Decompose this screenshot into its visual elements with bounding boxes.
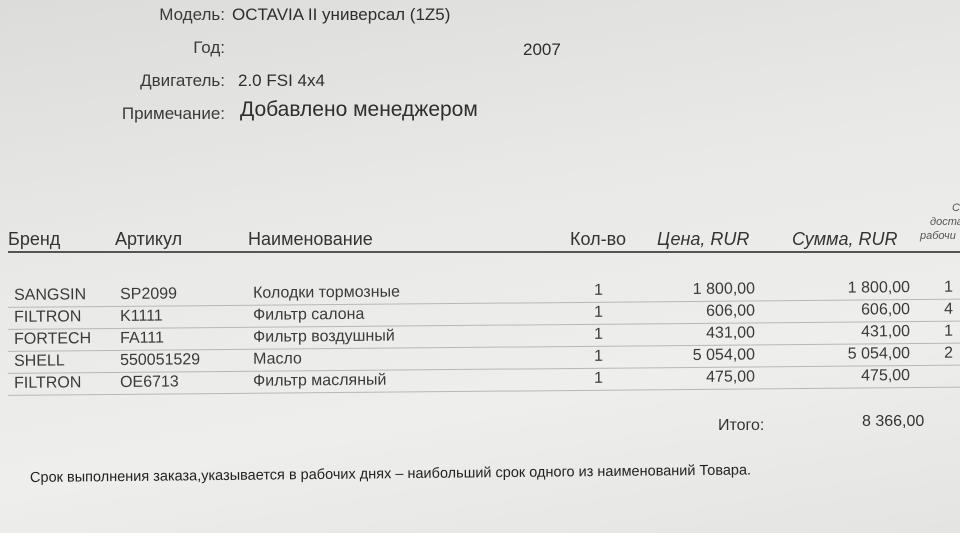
cell-article: SP2099 bbox=[119, 285, 178, 303]
cell-name: Колодки тормозные bbox=[252, 283, 401, 302]
engine-label: Двигатель: bbox=[140, 71, 225, 90]
col-name: Наименование bbox=[248, 229, 373, 249]
cell-price: 431,00 bbox=[706, 324, 756, 342]
col-sum: Сумма, RUR bbox=[792, 229, 898, 249]
header-divider bbox=[8, 251, 960, 253]
note-value: Добавлено менеджером bbox=[240, 98, 478, 121]
footer-note: Срок выполнения заказа,указывается в раб… bbox=[29, 462, 752, 486]
col-days-cut-3: рабочи bbox=[920, 230, 956, 242]
cell-days: 1 bbox=[943, 322, 954, 340]
col-days-cut-1: С bbox=[952, 202, 960, 214]
cell-brand: SHELL bbox=[13, 352, 65, 370]
note-label: Примечание: bbox=[121, 104, 225, 123]
cell-price: 475,00 bbox=[706, 368, 756, 386]
cell-days: 1 bbox=[943, 278, 954, 296]
cell-article: OE6713 bbox=[119, 373, 179, 391]
year-label: Год: bbox=[193, 38, 225, 57]
cell-brand: FILTRON bbox=[13, 374, 82, 392]
year-value: 2007 bbox=[523, 40, 561, 59]
total-value: 8 366,00 bbox=[862, 413, 925, 430]
cell-sum: 606,00 bbox=[861, 301, 911, 319]
cell-name: Фильтр воздушный bbox=[252, 327, 395, 346]
cell-price: 606,00 bbox=[706, 302, 756, 320]
total-label: Итого: bbox=[718, 417, 765, 434]
col-brand: Бренд bbox=[8, 229, 61, 249]
cell-sum: 431,00 bbox=[861, 323, 911, 341]
cell-price: 1 800,00 bbox=[692, 280, 756, 298]
cell-brand: FILTRON bbox=[13, 308, 82, 326]
col-qty: Кол-во bbox=[570, 229, 626, 249]
cell-sum: 1 800,00 bbox=[847, 279, 911, 297]
cell-brand: FORTECH bbox=[13, 330, 92, 348]
cell-days: 2 bbox=[943, 344, 954, 362]
cell-name: Фильтр масляный bbox=[252, 371, 387, 390]
cell-sum: 5 054,00 bbox=[847, 345, 911, 363]
engine-value: 2.0 FSI 4x4 bbox=[238, 71, 325, 90]
cell-days: 4 bbox=[943, 300, 954, 318]
cell-price: 5 054,00 bbox=[692, 346, 756, 364]
cell-article: K1111 bbox=[119, 307, 163, 325]
cell-brand: SANGSIN bbox=[13, 286, 87, 304]
cell-article: FA111 bbox=[119, 329, 165, 347]
cell-name: Масло bbox=[252, 350, 302, 368]
col-price: Цена, RUR bbox=[657, 229, 750, 249]
cell-article: 550051529 bbox=[119, 351, 201, 369]
cell-name: Фильтр салона bbox=[252, 305, 365, 324]
cell-sum: 475,00 bbox=[861, 367, 911, 385]
model-label: Модель: bbox=[159, 5, 225, 24]
model-value: OCTAVIA II универсал (1Z5) bbox=[232, 5, 451, 24]
col-days-cut-2: доста bbox=[930, 216, 960, 228]
col-article: Артикул bbox=[115, 229, 183, 249]
